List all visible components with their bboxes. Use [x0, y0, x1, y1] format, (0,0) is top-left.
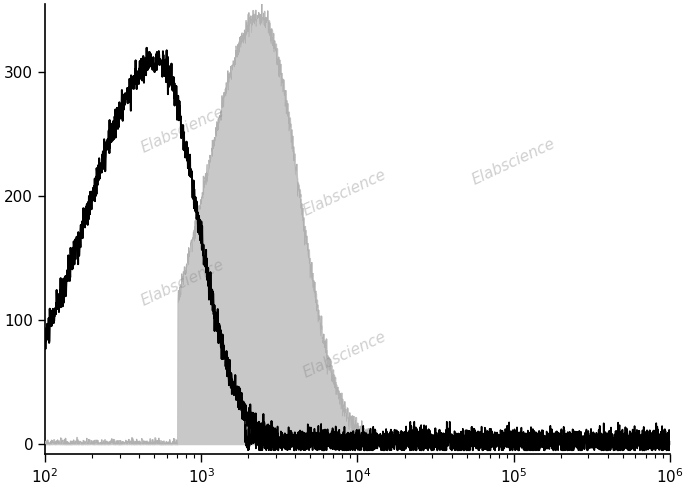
Text: Elabscience: Elabscience [138, 257, 226, 309]
Text: Elabscience: Elabscience [301, 167, 389, 219]
Text: Elabscience: Elabscience [301, 329, 389, 381]
Text: Elabscience: Elabscience [470, 136, 558, 188]
Text: Elabscience: Elabscience [138, 104, 226, 156]
